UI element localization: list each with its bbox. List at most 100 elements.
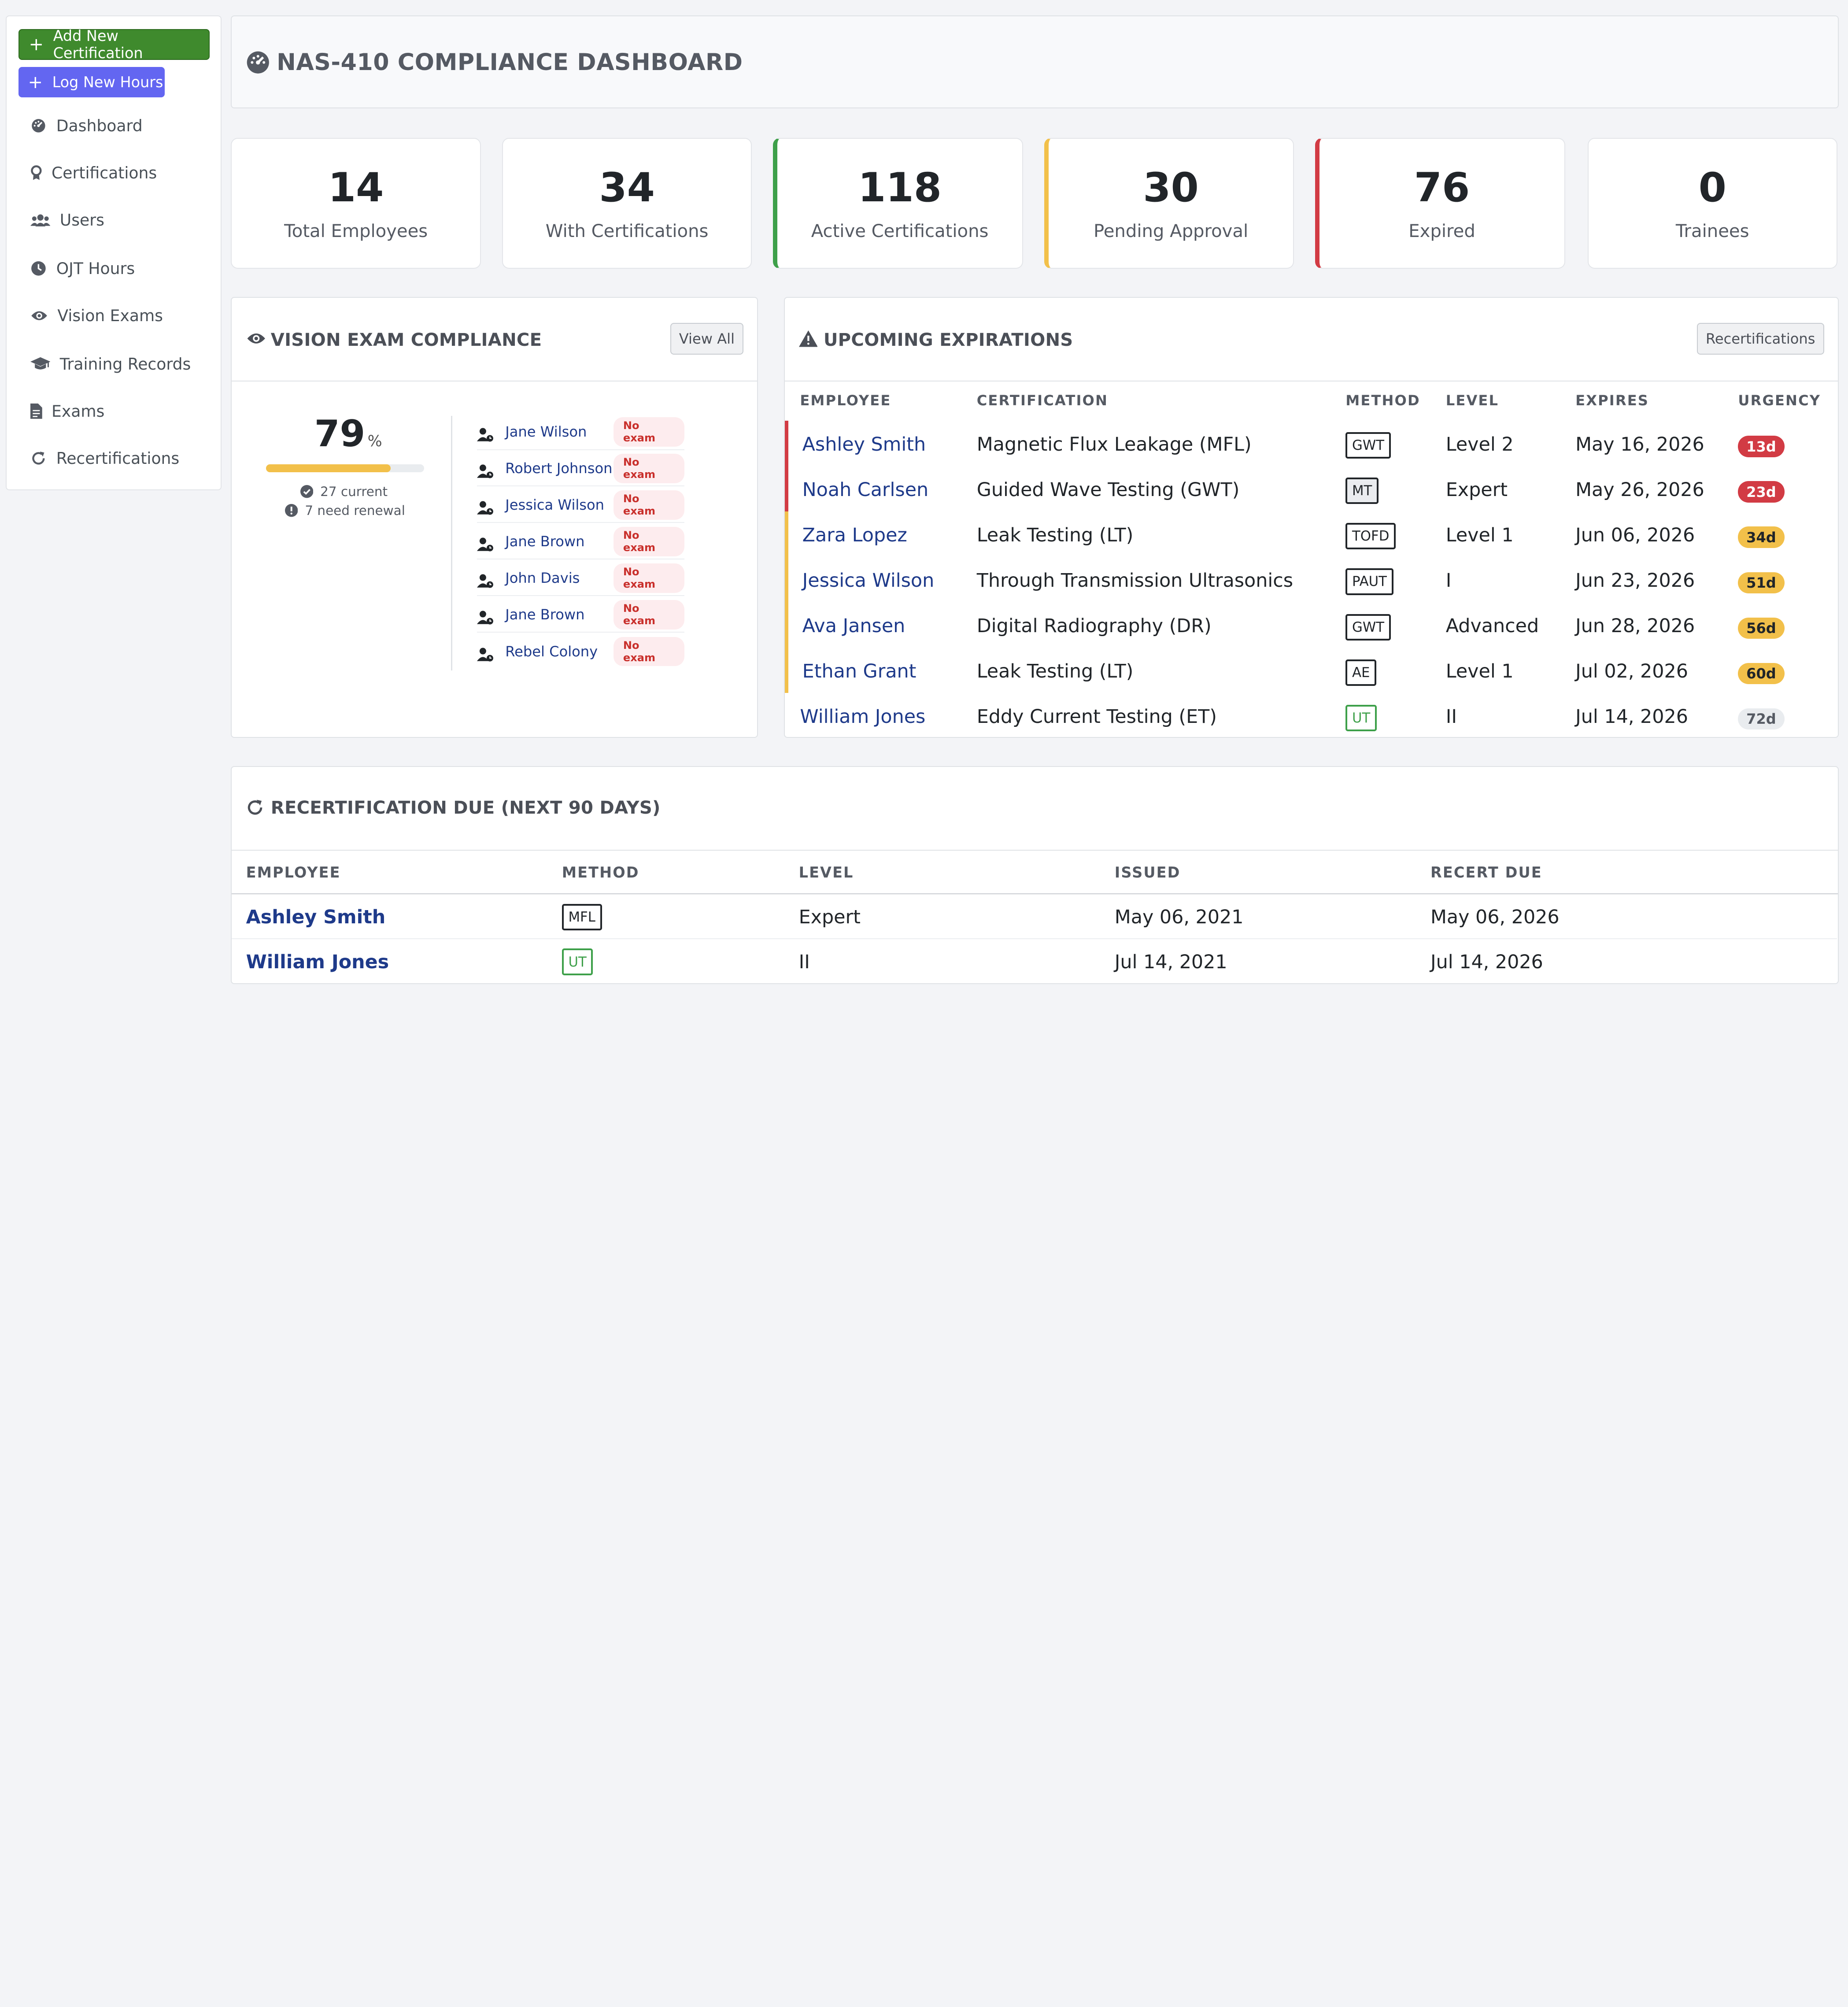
employee-link[interactable]: Ethan Grant: [802, 660, 917, 683]
recertification-due-title-text: RECERTIFICATION DUE (NEXT 90 DAYS): [270, 797, 661, 818]
add-certification-button[interactable]: + Add New Certification: [18, 27, 210, 62]
user-clock-icon: [477, 498, 493, 515]
stat-total-employees[interactable]: 14 Total Employees: [231, 138, 481, 269]
table-row[interactable]: William Jones Eddy Current Testing (ET) …: [785, 693, 1837, 738]
sidebar-item-label: Recertifications: [56, 448, 180, 468]
stat-label: Total Employees: [284, 221, 428, 242]
list-item[interactable]: Jane Brown No exam: [477, 597, 685, 633]
current-count-text: 27 current: [320, 484, 388, 500]
table-row[interactable]: Ethan Grant Leak Testing (LT) AE Level 1…: [784, 647, 1837, 693]
employee-link[interactable]: Noah Carlsen: [802, 479, 929, 501]
divider: [232, 893, 1838, 895]
table-row[interactable]: Ava Jansen Digital Radiography (DR) GWT …: [784, 602, 1837, 648]
employee-name[interactable]: Robert Johnson: [505, 460, 613, 477]
urgency-badge: 34d: [1738, 526, 1785, 548]
employee-link[interactable]: Jessica Wilson: [802, 570, 935, 592]
view-all-button[interactable]: View All: [670, 322, 743, 355]
employee-link[interactable]: Ashley Smith: [802, 433, 926, 456]
column-header[interactable]: LEVEL: [1445, 392, 1499, 409]
employee-name[interactable]: Rebel Colony: [505, 643, 598, 660]
list-item[interactable]: Jessica Wilson No exam: [477, 488, 685, 523]
expires-cell: Jul 02, 2026: [1575, 660, 1688, 683]
employee-link[interactable]: Ashley Smith: [246, 906, 386, 929]
certification-cell: Leak Testing (LT): [976, 524, 1134, 547]
stat-value: 76: [1414, 164, 1470, 211]
list-item[interactable]: Rebel Colony No exam: [477, 634, 685, 669]
header-panel: NAS-410 COMPLIANCE DASHBOARD: [231, 15, 1839, 109]
user-clock-icon: [477, 607, 493, 625]
status-badge: No exam: [614, 563, 685, 593]
table-row[interactable]: William Jones UT II Jul 14, 2021 Jul 14,…: [232, 939, 1837, 984]
compliance-progress-bar: [266, 464, 424, 473]
sidebar-item-label: Dashboard: [56, 116, 143, 136]
urgency-stripe: [784, 647, 788, 693]
employee-name[interactable]: Jane Brown: [505, 606, 585, 623]
sidebar-item-recertifications[interactable]: Recertifications: [30, 447, 179, 470]
employee-name[interactable]: Jane Wilson: [505, 423, 587, 441]
stat-active-certifications[interactable]: 118 Active Certifications: [773, 138, 1023, 269]
column-header[interactable]: CERTIFICATION: [976, 392, 1109, 409]
column-header[interactable]: URGENCY: [1738, 392, 1821, 409]
stat-with-certifications[interactable]: 34 With Certifications: [502, 138, 752, 269]
column-header[interactable]: ISSUED: [1114, 863, 1181, 881]
table-row[interactable]: Ashley Smith Magnetic Flux Leakage (MFL)…: [784, 420, 1837, 466]
employee-link[interactable]: Ava Jansen: [802, 615, 906, 637]
vision-exam-title-text: VISION EXAM COMPLIANCE: [270, 330, 542, 350]
sidebar-item-users[interactable]: Users: [30, 208, 104, 232]
level-cell: II: [798, 951, 810, 973]
sidebar-item-dashboard[interactable]: Dashboard: [30, 114, 143, 138]
urgency-badge: 72d: [1738, 708, 1785, 730]
list-item[interactable]: Jane Brown No exam: [477, 524, 685, 560]
sidebar-item-label: Certifications: [52, 163, 157, 183]
employee-name[interactable]: Jessica Wilson: [505, 496, 605, 514]
sidebar-item-training-records[interactable]: Training Records: [30, 352, 191, 376]
sidebar: + Add New Certification + Log New Hours …: [6, 15, 222, 491]
stat-label: With Certifications: [545, 221, 709, 242]
sidebar-item-label: Vision Exams: [57, 306, 163, 325]
column-header[interactable]: METHOD: [562, 863, 639, 881]
employee-link[interactable]: William Jones: [800, 706, 926, 728]
column-header[interactable]: METHOD: [1345, 392, 1420, 409]
level-cell: Expert: [1445, 479, 1508, 501]
employee-name[interactable]: John Davis: [505, 570, 580, 587]
urgency-stripe: [784, 556, 788, 602]
table-row[interactable]: Noah Carlsen Guided Wave Testing (GWT) M…: [784, 466, 1837, 511]
list-item[interactable]: Robert Johnson No exam: [477, 451, 685, 487]
list-item[interactable]: John Davis No exam: [477, 561, 685, 596]
recertification-due-title: RECERTIFICATION DUE (NEXT 90 DAYS): [246, 798, 661, 818]
table-row[interactable]: Jessica Wilson Through Transmission Ultr…: [784, 556, 1837, 602]
page-title-text: NAS-410 COMPLIANCE DASHBOARD: [277, 49, 743, 76]
sidebar-item-label: Users: [59, 211, 104, 230]
vision-exam-title: VISION EXAM COMPLIANCE: [246, 330, 542, 350]
table-row[interactable]: Ashley Smith MFL Expert May 06, 2021 May…: [232, 894, 1837, 940]
dashboard-icon: [246, 51, 270, 74]
employee-link[interactable]: William Jones: [246, 951, 389, 973]
urgency-stripe: [784, 511, 788, 557]
sidebar-item-vision-exams[interactable]: Vision Exams: [30, 304, 163, 328]
user-clock-icon: [477, 571, 493, 588]
sidebar-item-ojt-hours[interactable]: OJT Hours: [30, 257, 135, 281]
column-header[interactable]: RECERT DUE: [1430, 863, 1542, 881]
log-hours-button[interactable]: + Log New Hours: [18, 67, 165, 98]
employee-name[interactable]: Jane Brown: [505, 533, 585, 550]
stat-label: Expired: [1408, 221, 1475, 242]
plus-icon: +: [29, 34, 44, 55]
sidebar-item-exams[interactable]: Exams: [30, 399, 104, 423]
stat-trainees[interactable]: 0 Trainees: [1587, 138, 1837, 269]
table-row[interactable]: Zara Lopez Leak Testing (LT) TOFD Level …: [784, 511, 1837, 557]
employee-link[interactable]: Zara Lopez: [802, 524, 907, 547]
issued-cell: Jul 14, 2021: [1114, 951, 1227, 973]
upcoming-expirations-panel: UPCOMING EXPIRATIONS Recertifications EM…: [784, 297, 1839, 738]
stat-expired[interactable]: 76 Expired: [1315, 138, 1565, 269]
recertifications-button[interactable]: Recertifications: [1696, 322, 1824, 355]
sidebar-item-certifications[interactable]: Certifications: [30, 161, 157, 185]
method-badge: GWT: [1345, 432, 1391, 459]
stat-label: Active Certifications: [811, 221, 989, 242]
column-header[interactable]: EMPLOYEE: [246, 863, 341, 881]
column-header[interactable]: EMPLOYEE: [800, 392, 891, 409]
column-header[interactable]: EXPIRES: [1575, 392, 1649, 409]
list-item[interactable]: Jane Wilson No exam: [477, 415, 685, 450]
stat-pending-approval[interactable]: 30 Pending Approval: [1044, 138, 1294, 269]
column-header[interactable]: LEVEL: [798, 863, 854, 881]
stat-value: 118: [858, 164, 942, 211]
